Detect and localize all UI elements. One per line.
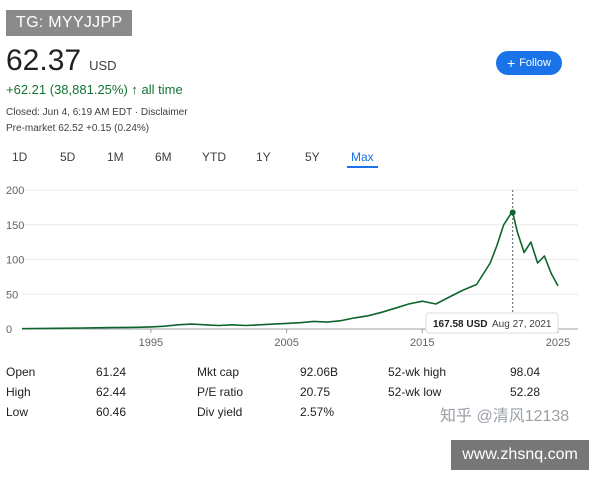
stat-label-52wk-high: 52-wk high — [388, 365, 447, 379]
tab-1y[interactable]: 1Y — [256, 150, 271, 164]
tab-5y[interactable]: 5Y — [305, 150, 320, 164]
tab-ytd[interactable]: YTD — [202, 150, 226, 164]
change-period: all time — [141, 82, 183, 97]
price-line — [21, 211, 559, 330]
follow-button[interactable]: + Follow — [496, 51, 562, 75]
zhihu-watermark: 知乎 @清风12138 — [440, 408, 570, 425]
peak-point — [509, 209, 516, 216]
change-value: +62.21 (38,881.25%) — [6, 82, 128, 97]
y-axis-ticks: 0 50 100 150 200 — [6, 185, 24, 336]
current-price: 62.37 — [6, 44, 82, 77]
stat-value-mkt-cap: 92.06B — [300, 365, 339, 379]
stat-label-open: Open — [6, 365, 36, 379]
y-tick-label: 0 — [6, 324, 12, 336]
tab-max[interactable]: Max — [347, 148, 378, 168]
currency-label: USD — [89, 58, 117, 73]
stat-value-low: 60.46 — [96, 405, 127, 419]
stat-value-open: 61.24 — [96, 365, 127, 379]
tab-6m[interactable]: 6M — [155, 150, 172, 164]
range-tabs: 1D 5D 1M 6M YTD 1Y 5Y Max — [0, 148, 600, 172]
x-tick-label: 2005 — [274, 337, 298, 349]
plus-icon: + — [507, 55, 516, 71]
stat-label-high: High — [6, 385, 31, 399]
chart-series — [21, 211, 559, 330]
x-tick-label: 1995 — [139, 337, 163, 349]
stat-label-52wk-low: 52-wk low — [388, 385, 442, 399]
stat-label-pe-ratio: P/E ratio — [197, 385, 244, 399]
y-tick-label: 200 — [6, 185, 24, 197]
stat-value-52wk-high: 98.04 — [510, 365, 541, 379]
price-change: +62.21 (38,881.25%) ↑ all time — [6, 82, 183, 97]
chart-grid — [22, 189, 578, 330]
stat-value-52wk-low: 52.28 — [510, 385, 541, 399]
site-watermark: www.zhsnq.com — [451, 440, 589, 470]
tooltip-value: 167.58 USD — [433, 319, 487, 330]
stat-label-low: Low — [6, 405, 29, 419]
stat-label-div-yield: Div yield — [197, 405, 243, 419]
x-axis-ticks: 1995 2005 2015 2025 — [139, 329, 570, 349]
chart-tooltip: 167.58 USD Aug 27, 2021 — [425, 190, 559, 334]
tab-1m[interactable]: 1M — [107, 150, 124, 164]
arrow-up-icon: ↑ — [131, 82, 138, 97]
y-tick-label: 100 — [6, 255, 24, 267]
y-tick-label: 150 — [6, 220, 24, 232]
tooltip-date: Aug 27, 2021 — [492, 319, 552, 330]
tab-5d[interactable]: 5D — [60, 150, 76, 164]
y-tick-label: 50 — [6, 289, 18, 301]
tooltip-box — [425, 312, 559, 334]
tg-watermark: TG: MYYJJPP — [6, 10, 133, 36]
follow-label: Follow — [519, 57, 551, 69]
stat-value-div-yield: 2.57% — [300, 405, 335, 419]
stat-value-high: 62.44 — [96, 385, 127, 399]
stat-value-pe-ratio: 20.75 — [300, 385, 331, 399]
tab-1d[interactable]: 1D — [12, 150, 28, 164]
premarket-status: Pre-market 62.52 +0.15 (0.24%) — [6, 123, 150, 134]
stat-label-mkt-cap: Mkt cap — [197, 365, 240, 379]
price-block: 62.37 USD — [6, 44, 117, 78]
x-tick-label: 2025 — [546, 337, 570, 349]
x-tick-label: 2015 — [410, 337, 434, 349]
price-chart[interactable]: 0 50 100 150 200 1995 2005 2015 2025 167.58 USD… — [0, 180, 600, 350]
closed-status: Closed: Jun 4, 6:19 AM EDT · Disclaimer — [6, 107, 188, 118]
